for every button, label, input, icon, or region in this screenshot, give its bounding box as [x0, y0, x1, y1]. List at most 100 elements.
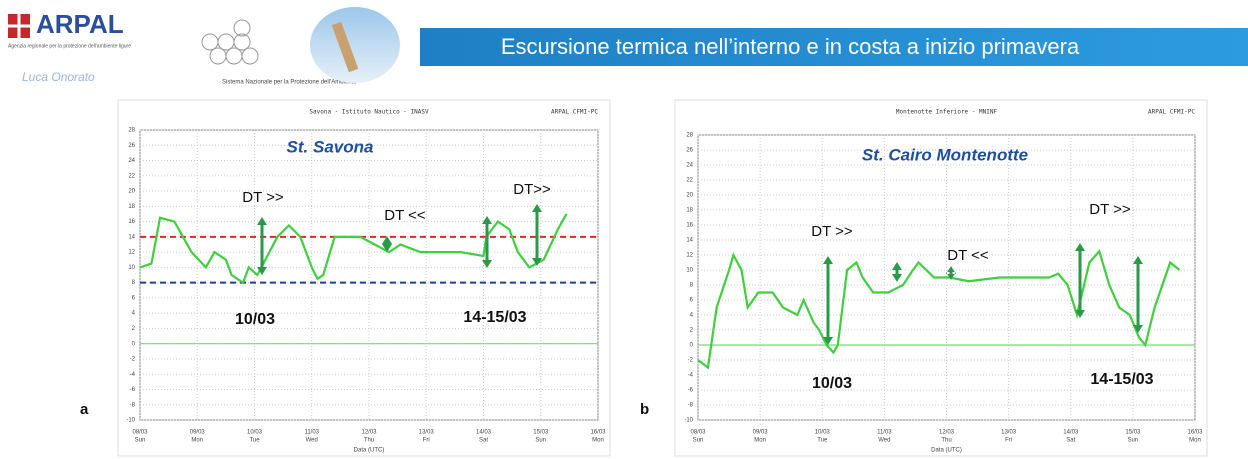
y-tick-label: 12: [686, 253, 693, 259]
author: Luca Onorato: [22, 70, 95, 84]
y-tick-label: 26: [686, 148, 693, 154]
y-tick-label: 8: [690, 283, 694, 289]
x-tick-label: 12/03: [361, 430, 377, 436]
x-tick-weekday: Fri: [423, 438, 430, 444]
y-tick-label: 22: [128, 173, 135, 179]
arrow-head: [382, 236, 392, 252]
y-tick-label: -2: [130, 357, 136, 363]
y-tick-label: -10: [126, 418, 135, 424]
logo-subtitle: Agenzia regionale per la protezione dell…: [8, 43, 131, 49]
y-tick-label: 22: [686, 178, 693, 184]
y-tick-label: 16: [128, 219, 135, 225]
y-tick-label: 16: [686, 223, 693, 229]
x-tick-label: 09/03: [190, 430, 206, 436]
x-tick-label: 13/03: [1001, 430, 1017, 436]
x-tick-label: 14/03: [476, 430, 492, 436]
x-tick-label: 12/03: [939, 430, 955, 436]
panel-label: b: [640, 401, 649, 418]
y-tick-label: 14: [686, 238, 693, 244]
annotation: DT <<: [947, 247, 989, 264]
x-tick-label: 08/03: [132, 430, 148, 436]
x-tick-label: 08/03: [690, 430, 706, 436]
x-tick-weekday: Tue: [817, 438, 828, 444]
y-tick-label: -10: [684, 418, 693, 424]
y-tick-label: 0: [132, 341, 136, 347]
x-tick-label: 16/03: [1187, 430, 1203, 436]
station-name: Montenotte Inferiore - MNINF: [896, 109, 998, 116]
y-tick-label: 14: [128, 234, 135, 240]
annotation: DT >>: [811, 223, 853, 240]
y-tick-label: 2: [690, 328, 694, 334]
x-tick-weekday: Sat: [1066, 438, 1075, 444]
x-tick-weekday: Mon: [592, 438, 604, 444]
logo-cross: [8, 14, 30, 38]
annotation: DT >>: [1089, 201, 1131, 218]
x-tick-weekday: Mon: [754, 438, 766, 444]
station-name: Savona - Istituto Nautico - INASV: [309, 109, 429, 116]
annotation: DT <<: [384, 207, 426, 224]
y-tick-label: -8: [130, 402, 136, 408]
y-tick-label: -6: [688, 388, 694, 394]
y-tick-label: 4: [132, 311, 136, 317]
y-tick-label: 12: [128, 250, 135, 256]
y-tick-label: 6: [132, 295, 136, 301]
thermometer: [331, 21, 359, 73]
x-tick-label: 10/03: [247, 430, 263, 436]
y-tick-label: 0: [690, 343, 694, 349]
x-tick-weekday: Wed: [878, 438, 890, 444]
y-tick-label: 2: [132, 326, 136, 332]
x-tick-weekday: Sun: [1128, 438, 1139, 444]
x-tick-label: 14/03: [1063, 430, 1079, 436]
x-tick-weekday: Sun: [135, 438, 146, 444]
network-name: Sistema Nazionale per la Protezione dell…: [222, 80, 357, 86]
x-tick-label: 15/03: [1125, 430, 1141, 436]
data-line: [139, 213, 568, 285]
annotation: 14-15/03: [463, 309, 526, 326]
logo-text: ARPAL: [36, 9, 124, 39]
annotation: 14-15/03: [1090, 371, 1153, 388]
thermometer-image: [310, 7, 400, 83]
annotation: DT>>: [513, 181, 551, 198]
x-tick-label: 15/03: [533, 430, 549, 436]
chart-title: St. Cairo Montenotte: [862, 145, 1028, 164]
chart-title: St. Savona: [287, 137, 374, 156]
slide-title: Escursione termica nell’interno e in cos…: [501, 34, 1080, 59]
y-tick-label: 18: [686, 208, 693, 214]
y-tick-label: 28: [686, 133, 693, 139]
y-tick-label: 6: [690, 298, 694, 304]
annotation: 10/03: [235, 311, 275, 328]
y-tick-label: 18: [128, 204, 135, 210]
x-tick-weekday: Thu: [364, 438, 374, 444]
x-tick-weekday: Sat: [479, 438, 488, 444]
y-tick-label: 20: [686, 193, 693, 199]
annotation: DT >>: [242, 189, 284, 206]
x-tick-weekday: Thu: [941, 438, 951, 444]
y-tick-label: 10: [128, 265, 135, 271]
source: ARPAL CFMI-PC: [1148, 109, 1195, 116]
panel-label: a: [80, 401, 89, 418]
x-tick-label: 09/03: [753, 430, 769, 436]
arrow-head: [892, 262, 902, 282]
x-tick-weekday: Fri: [1005, 438, 1012, 444]
y-tick-label: 8: [132, 280, 136, 286]
x-tick-weekday: Tue: [249, 438, 260, 444]
x-tick-label: 11/03: [877, 430, 892, 436]
y-tick-label: 24: [128, 158, 135, 164]
x-tick-weekday: Sun: [535, 438, 546, 444]
x-tick-label: 16/03: [590, 430, 606, 436]
y-tick-label: 20: [128, 189, 135, 195]
arrow-head: [946, 266, 956, 280]
x-axis-label: Data (UTC): [931, 448, 962, 454]
y-tick-label: -6: [130, 387, 136, 393]
x-tick-weekday: Sun: [693, 438, 704, 444]
title-band: [420, 28, 1248, 66]
source: ARPAL CFMI-PC: [551, 109, 598, 116]
arrow-head: [1075, 243, 1085, 318]
y-tick-label: 28: [128, 128, 135, 134]
data-line: [697, 249, 1181, 370]
x-tick-weekday: Mon: [1189, 438, 1201, 444]
x-tick-label: 11/03: [304, 430, 319, 436]
annotation: 10/03: [812, 375, 852, 392]
